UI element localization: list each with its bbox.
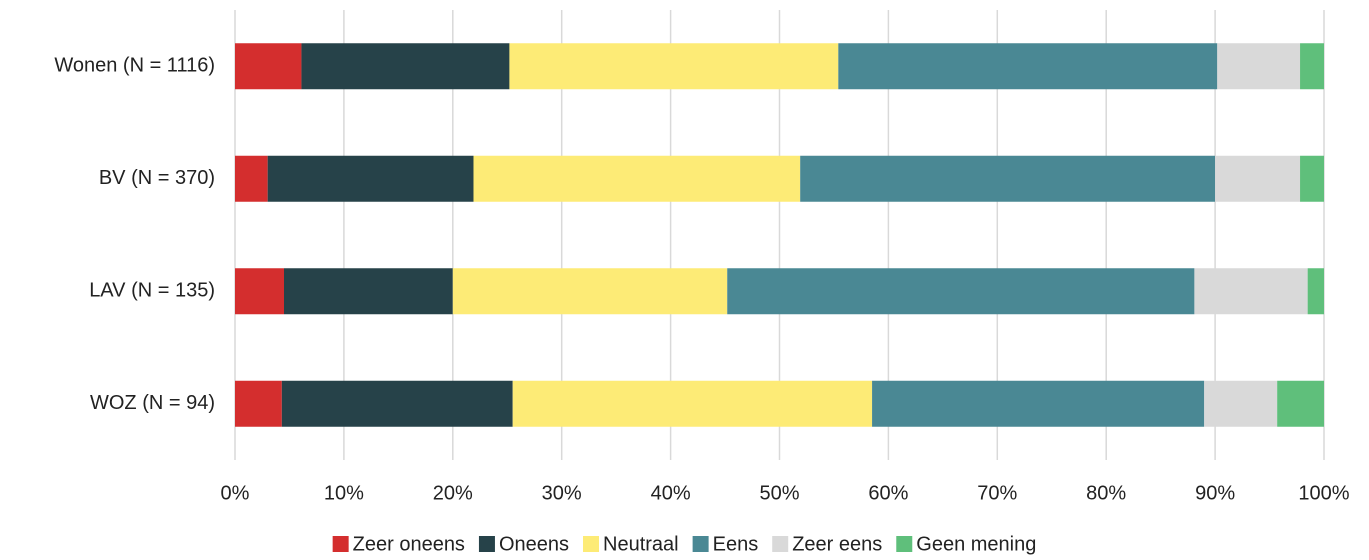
legend-swatch <box>583 536 600 552</box>
bar-segment <box>800 155 1216 202</box>
legend-label: Eens <box>713 533 759 555</box>
x-tick-label: 80% <box>1086 482 1126 504</box>
x-tick-label: 100% <box>1298 482 1349 504</box>
bar-segment <box>727 268 1195 315</box>
x-tick-label: 60% <box>868 482 908 504</box>
bar-segment <box>1300 155 1324 202</box>
bar-segment <box>1215 155 1301 202</box>
y-tick-label: LAV (N = 135) <box>89 280 215 302</box>
bar-segment <box>1277 380 1324 427</box>
bar-segment <box>1300 43 1324 90</box>
legend-label: Geen mening <box>916 533 1036 555</box>
bar-segment <box>1194 268 1308 315</box>
legend-label: Neutraal <box>603 533 679 555</box>
bar-segment <box>235 380 282 427</box>
x-tick-label: 50% <box>759 482 799 504</box>
bar-segment <box>235 43 302 90</box>
bar-segment <box>473 155 801 202</box>
bar-segment <box>267 155 474 202</box>
x-tick-label: 30% <box>542 482 582 504</box>
bar-segment <box>452 268 728 315</box>
x-tick-label: 10% <box>324 482 364 504</box>
bar-segment <box>235 155 268 202</box>
bar-segment <box>509 43 839 90</box>
bar-segment <box>235 268 285 315</box>
legend-swatch <box>692 536 709 552</box>
x-tick-label: 0% <box>221 482 250 504</box>
legend-swatch <box>896 536 913 552</box>
bar-segment <box>1204 380 1278 427</box>
y-tick-label: BV (N = 370) <box>99 167 215 189</box>
bar-segment <box>301 43 510 90</box>
bar-segment <box>838 43 1218 90</box>
x-tick-label: 70% <box>977 482 1017 504</box>
legend-swatch <box>772 536 789 552</box>
y-tick-label: Wonen (N = 1116) <box>54 55 215 77</box>
x-tick-label: 40% <box>651 482 691 504</box>
legend-swatch <box>478 536 495 552</box>
x-tick-label: 90% <box>1195 482 1235 504</box>
legend-label: Zeer oneens <box>353 533 465 555</box>
bar-segment <box>1307 268 1324 315</box>
bar-segment <box>872 380 1205 427</box>
bar-segment <box>1217 43 1301 90</box>
legend-label: Oneens <box>499 533 569 555</box>
legend-swatch <box>332 536 349 552</box>
legend-label: Zeer eens <box>792 533 882 555</box>
x-tick-label: 20% <box>433 482 473 504</box>
bar-segment <box>281 380 513 427</box>
y-tick-label: WOZ (N = 94) <box>90 392 215 414</box>
bar-segment <box>284 268 453 315</box>
bar-segment <box>512 380 873 427</box>
